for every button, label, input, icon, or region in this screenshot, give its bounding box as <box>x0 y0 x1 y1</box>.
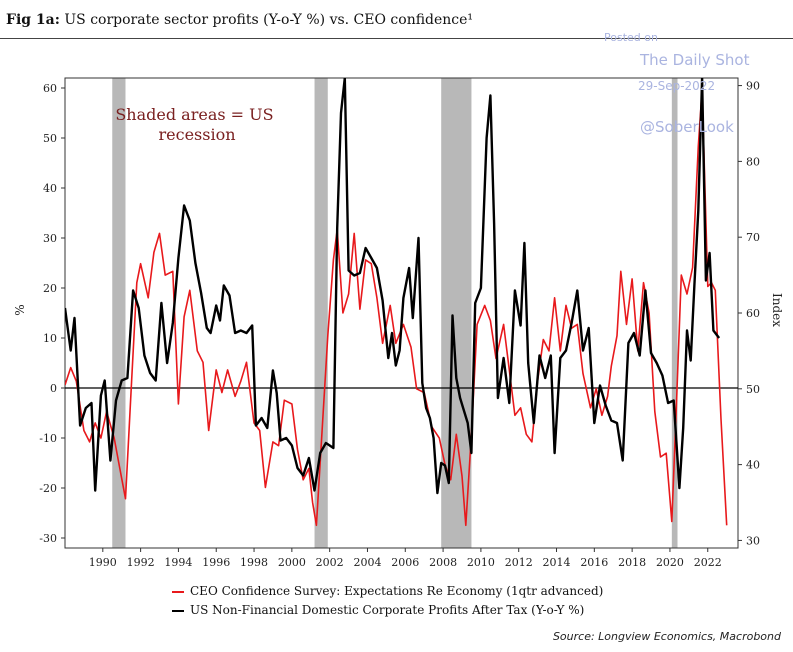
x-tick-label: 2020 <box>656 556 684 569</box>
watermark-date: 29-Sep-2022 <box>638 79 716 93</box>
legend-label-ceo: CEO Confidence Survey: Expectations Re E… <box>190 584 604 598</box>
figure-title: Fig 1a: US corporate sector profits (Y-o… <box>6 12 473 28</box>
x-tick-label: 2004 <box>353 556 381 569</box>
figure-title-text: US corporate sector profits (Y-o-Y %) vs… <box>64 12 474 28</box>
legend-item-ceo: CEO Confidence Survey: Expectations Re E… <box>172 584 603 598</box>
x-tick-label: 1998 <box>240 556 268 569</box>
recession-annotation-line1: Shaded areas = US <box>115 105 273 124</box>
legend-swatch-ceo <box>172 590 184 593</box>
watermark-handle: @SoberLook <box>640 118 734 136</box>
left-tick-label: -20 <box>39 482 57 495</box>
x-tick-label: 2014 <box>543 556 571 569</box>
x-tick-label: 2010 <box>467 556 495 569</box>
recession-band-1 <box>112 78 126 548</box>
watermark-name: The Daily Shot <box>640 51 750 69</box>
x-tick-label: 2002 <box>316 556 344 569</box>
left-tick-label: 30 <box>43 232 57 245</box>
figure-label: Fig 1a: <box>6 12 60 28</box>
x-tick-label: 1990 <box>89 556 117 569</box>
right-axis: 30 40 50 60 70 80 90 <box>738 80 760 547</box>
ceo-confidence-line <box>65 88 728 527</box>
x-tick-label: 1994 <box>164 556 192 569</box>
x-tick-label: 2016 <box>580 556 608 569</box>
left-tick-label: 10 <box>43 332 57 345</box>
right-axis-label: Index <box>770 293 784 327</box>
left-axis: -30 -20 -10 0 10 20 30 40 50 60 <box>39 82 65 545</box>
right-tick-label: 90 <box>746 80 760 93</box>
left-tick-label: 50 <box>43 132 57 145</box>
right-tick-label: 70 <box>746 231 760 244</box>
left-tick-label: 60 <box>43 82 57 95</box>
series-lines <box>65 78 728 527</box>
x-tick-label: 1996 <box>202 556 230 569</box>
right-tick-label: 80 <box>746 155 760 168</box>
watermark-posted: Posted on <box>604 31 658 44</box>
recession-band-4 <box>671 78 678 548</box>
left-tick-label: 40 <box>43 182 57 195</box>
source-note: Source: Longview Economics, Macrobond <box>552 630 781 643</box>
corporate-profits-line <box>65 78 721 495</box>
left-tick-label: 0 <box>50 382 57 395</box>
x-tick-label: 2008 <box>429 556 457 569</box>
x-tick-label: 2006 <box>391 556 419 569</box>
x-tick-label: 2000 <box>278 556 306 569</box>
left-axis-label: % <box>13 304 27 315</box>
right-tick-label: 50 <box>746 383 760 396</box>
legend-item-profits: US Non-Financial Domestic Corporate Prof… <box>172 603 584 617</box>
title-divider <box>0 38 793 39</box>
x-tick-label: 2022 <box>694 556 722 569</box>
recession-annotation-line2: recession <box>158 125 235 144</box>
x-tick-label: 2018 <box>618 556 646 569</box>
legend-swatch-profits <box>172 609 184 612</box>
right-tick-label: 60 <box>746 307 760 320</box>
legend-label-profits: US Non-Financial Domestic Corporate Prof… <box>190 603 585 617</box>
recession-annotation: Shaded areas = US recession <box>115 105 278 144</box>
x-tick-label: 2012 <box>505 556 533 569</box>
left-tick-label: 20 <box>43 282 57 295</box>
x-axis: 1990 1992 1994 1996 1998 2000 2002 2004 2006 2008… <box>89 548 722 569</box>
right-tick-label: 40 <box>746 459 760 472</box>
chart: -30 -20 -10 0 10 20 30 40 50 60 30 40 50 60 70 80 90 19… <box>13 77 784 569</box>
recession-band-2 <box>314 78 328 548</box>
left-tick-label: -10 <box>39 432 57 445</box>
right-tick-label: 30 <box>746 534 760 547</box>
left-tick-label: -30 <box>39 532 57 545</box>
x-tick-label: 1992 <box>127 556 155 569</box>
recession-band-3 <box>441 78 472 548</box>
recession-bands <box>112 78 678 548</box>
